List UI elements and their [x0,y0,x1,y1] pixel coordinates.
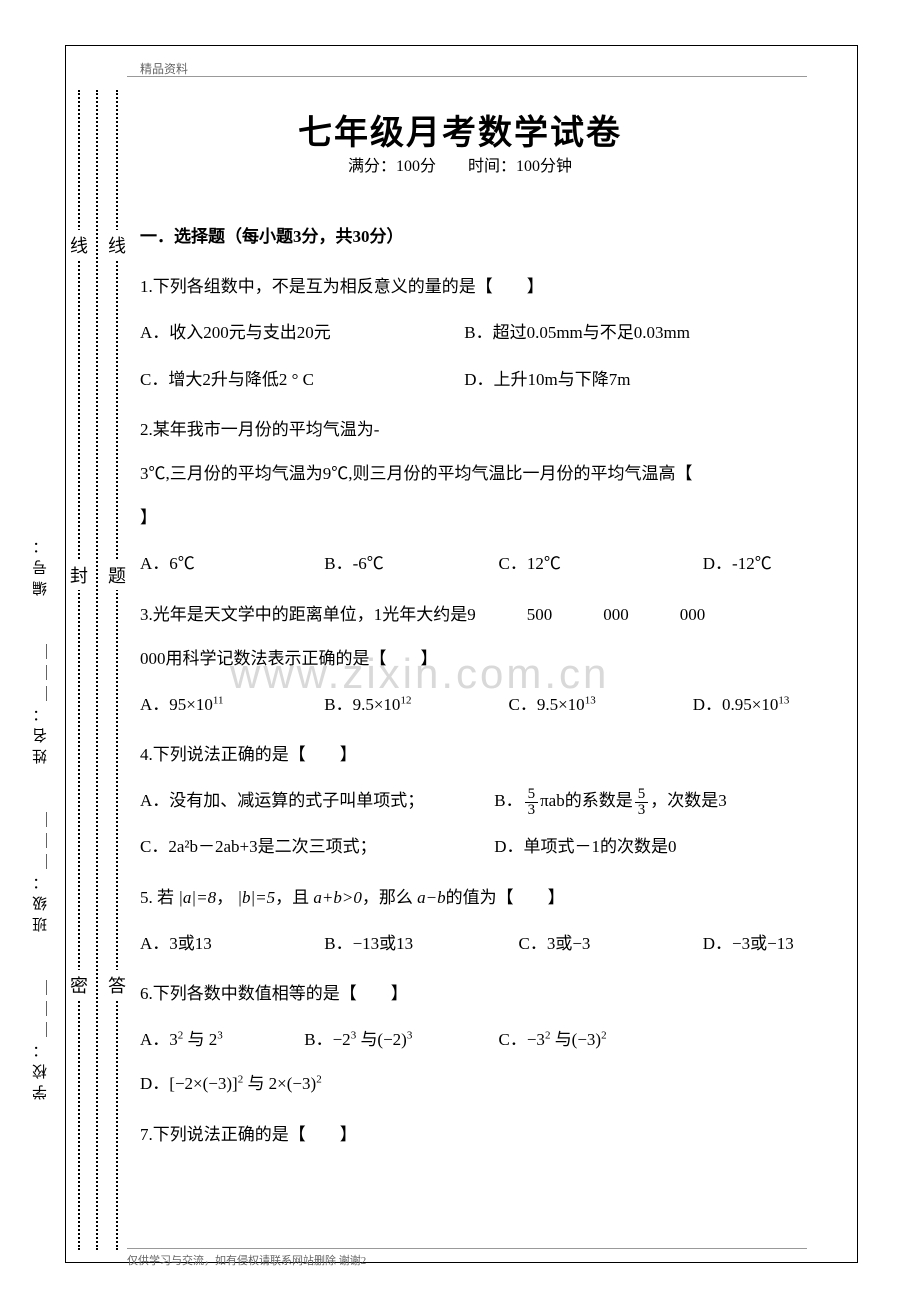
q6a-mid: 与 2 [183,1030,217,1049]
q6-opt-a: A．32 与 23 [140,1018,270,1062]
q7-stem: 7.下列说法正确的是【 】 [140,1113,840,1157]
q6d-pre: D．[−2×(−3)] [140,1074,238,1093]
footer-text: 仅供学习与交流，如有侵权请联系网站删除 谢谢2 [127,1248,807,1268]
q6c-mid: 与(−3) [550,1030,601,1049]
q5-cond: a+b>0 [313,888,361,907]
q2-opt-a: A．6℃ [140,542,290,586]
frac-n2: 5 [635,787,649,803]
seal-line-3 [116,90,118,1250]
q3-options: A．95×1011 B．9.5×1012 C．9.5×1013 D．0.95×1… [140,683,840,727]
q6-stem: 6.下列各数中数值相等的是【 】 [140,972,840,1016]
q5-absb: |b|=5 [237,888,275,907]
q6-options: A．32 与 23 B．−23 与(−2)3 C．−32 与(−3)2 D．[−… [140,1018,840,1106]
q4-opt-c: C．2a²b－2ab+3是二次三项式； [140,825,460,869]
q4-b-frac2: 53 [635,787,649,818]
q3-opt-a: A．95×1011 [140,683,290,727]
side-form-fields: 学校：＿＿＿ 班级：＿＿＿ 姓名：＿＿＿ 编号： [30,200,52,1100]
q4-opt-b: B．53πab的系数是53，次数是3 [494,779,726,823]
q2-stem-2: 3℃,三月份的平均气温为9℃,则三月份的平均气温比一月份的平均气温高【 [140,452,840,496]
q5-mid2: ，且 [275,888,309,907]
q4-opt-a: A．没有加、减运算的式子叫单项式； [140,779,460,823]
q4-b-frac1: 53 [525,787,539,818]
q4-options-row2: C．2a²b－2ab+3是二次三项式； D．单项式－1的次数是0 [140,825,840,869]
q5-opt-b: B．−13或13 [324,922,484,966]
q6c-s2: 2 [601,1030,607,1042]
q1-opt-a: A．收入200元与支出20元 [140,311,430,355]
q5-opt-c: C．3或−3 [519,922,669,966]
section-1-title: 一．选择题（每小题3分，共30分） [140,215,840,259]
q2-opt-c: C．12℃ [499,542,669,586]
q5-stem: 5. 若 |a|=8， |b|=5，且 a+b>0，那么 a−b的值为【 】 [140,876,840,920]
q4-options-row1: A．没有加、减运算的式子叫单项式； B．53πab的系数是53，次数是3 [140,779,840,823]
frac-d2: 3 [635,803,649,818]
q3-stem-2: 000用科学记数法表示正确的是【 】 [140,637,840,681]
q3-a-text: A．95×10 [140,695,213,714]
q6-opt-b: B．−23 与(−2)3 [304,1018,464,1062]
seal-line-2 [96,90,98,1250]
q5-expr: a−b [417,888,445,907]
frac-n: 5 [525,787,539,803]
q6-opt-d: D．[−2×(−3)]2 与 2×(−3)2 [140,1062,322,1106]
q5-absa: |a|=8 [178,888,216,907]
q6b-s2: 3 [407,1030,413,1042]
page-subtitle: 满分：100分 时间：100分钟 [0,152,920,176]
q1-opt-d: D．上升10m与下降7m [464,358,630,402]
q1-stem: 1.下列各组数中，不是互为相反意义的量的是【 】 [140,265,840,309]
q5-mid3: ，那么 [362,888,413,907]
q3-c-text: C．9.5×10 [509,695,585,714]
q3-d-sup: 13 [778,694,789,706]
q6a-pre: A．3 [140,1030,178,1049]
seal-char-xian-1: 线 [70,230,88,260]
q5-options: A．3或13 B．−13或13 C．3或−3 D．−3或−13 [140,922,840,966]
q6d-mid: 与 2×(−3) [243,1074,316,1093]
q3-b-text: B．9.5×10 [324,695,400,714]
q4-stem: 4.下列说法正确的是【 】 [140,733,840,777]
q3-a-sup: 11 [213,694,224,706]
q3-d-text: D．0.95×10 [693,695,779,714]
q6c-pre: C．−3 [499,1030,545,1049]
header-small-text: 精品资料 [140,60,188,77]
frac-d: 3 [525,803,539,818]
q4-b-pre: B． [494,791,522,810]
q6b-mid: 与(−2) [356,1030,407,1049]
header-rule [127,76,807,77]
seal-char-ti: 题 [108,560,126,590]
q5-mid1: ， [216,888,233,907]
q1-options-row2: C．增大2升与降低2 ° C D．上升10m与下降7m [140,358,840,402]
q5-post: 的值为【 】 [446,888,565,907]
content-body: 一．选择题（每小题3分，共30分） 1.下列各组数中，不是互为相反意义的量的是【… [140,215,840,1157]
q3-opt-d: D．0.95×1013 [693,683,790,727]
q2-opt-d: D．-12℃ [703,542,772,586]
q5-opt-d: D．−3或−13 [703,922,794,966]
q3-c-sup: 13 [585,694,596,706]
q2-stem-1: 2.某年我市一月份的平均气温为- [140,408,840,452]
q2-options: A．6℃ B．-6℃ C．12℃ D．-12℃ [140,542,840,586]
q4-b-mid: πab的系数是 [540,791,633,810]
page-title: 七年级月考数学试卷 [0,105,920,154]
q6b-pre: B．−2 [304,1030,350,1049]
seal-line-1 [78,90,80,1250]
seal-char-feng: 封 [70,560,88,590]
q1-options-row1: A．收入200元与支出20元 B．超过0.05mm与不足0.03mm [140,311,840,355]
q3-b-sup: 12 [400,694,411,706]
q5-pre: 5. 若 [140,888,174,907]
seal-char-xian-2: 线 [108,230,126,260]
q4-b-post: ，次数是3 [650,791,727,810]
q1-opt-b: B．超过0.05mm与不足0.03mm [464,311,690,355]
q4-opt-d: D．单项式－1的次数是0 [494,825,676,869]
q2-opt-b: B．-6℃ [324,542,464,586]
q6-opt-c: C．−32 与(−3)2 [499,1018,669,1062]
q6d-s2: 2 [316,1074,322,1086]
q3-stem-1: 3.光年是天文学中的距离单位，1光年大约是9 500 000 000 [140,593,840,637]
seal-char-da: 答 [108,970,126,1000]
q6a-s2: 3 [217,1030,223,1042]
q3-opt-c: C．9.5×1013 [509,683,659,727]
q5-opt-a: A．3或13 [140,922,290,966]
q3-opt-b: B．9.5×1012 [324,683,474,727]
q2-stem-3: 】 [140,496,840,540]
q1-opt-c: C．增大2升与降低2 ° C [140,358,430,402]
seal-char-mi: 密 [70,970,88,1000]
